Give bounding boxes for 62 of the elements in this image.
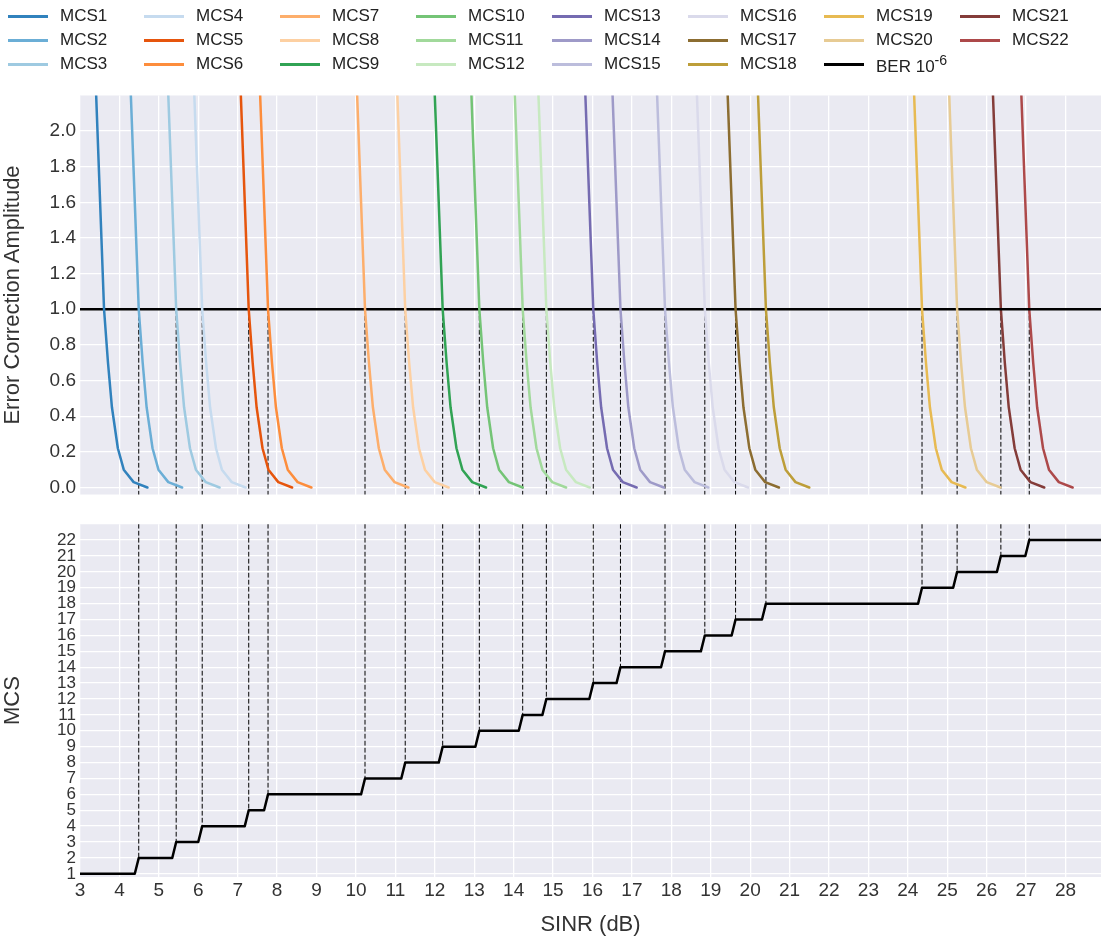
legend-label: MCS7 <box>332 6 380 26</box>
x-tick-label: 24 <box>897 878 919 900</box>
y-axis-title: MCS <box>0 676 25 726</box>
y-tick-label: 1.8 <box>49 154 76 176</box>
x-tick-label: 16 <box>581 878 604 900</box>
legend-label: MCS9 <box>332 54 380 74</box>
legend-label: MCS21 <box>1012 6 1069 26</box>
y-tick-label: 0.0 <box>49 475 76 497</box>
y-tick-label: 0.4 <box>49 404 77 426</box>
x-tick-label: 12 <box>424 878 446 900</box>
x-tick-label: 11 <box>385 878 406 900</box>
legend-label: MCS1 <box>60 6 108 26</box>
legend-label: MCS19 <box>876 6 933 26</box>
legend-label: MCS2 <box>60 30 108 50</box>
legend-label: MCS16 <box>740 6 797 26</box>
y-tick-label: 0.6 <box>49 368 76 390</box>
legend-label: MCS8 <box>332 30 380 50</box>
y-tick-label: 1.4 <box>49 226 77 248</box>
x-tick-label: 20 <box>739 878 761 900</box>
legend-label: MCS4 <box>196 6 244 26</box>
x-tick-label: 8 <box>271 878 283 900</box>
legend-label: MCS6 <box>196 54 244 74</box>
x-tick-label: 28 <box>1054 878 1077 900</box>
y-tick-label: 1.0 <box>49 297 76 319</box>
x-axis-title: SINR (dB) <box>540 910 641 936</box>
x-tick-label: 10 <box>345 878 367 900</box>
legend-label: MCS17 <box>740 30 797 50</box>
x-tick-label: 27 <box>1015 878 1037 900</box>
legend-label: MCS12 <box>468 54 525 74</box>
legend-label: MCS22 <box>1012 30 1069 50</box>
y-tick-label: 2.0 <box>49 119 76 141</box>
x-tick-label: 5 <box>153 878 165 900</box>
x-tick-label: 22 <box>818 878 840 900</box>
legend-label: MCS11 <box>468 30 524 50</box>
legend-label: MCS3 <box>60 54 108 74</box>
x-tick-label: 13 <box>463 878 485 900</box>
legend-label: MCS20 <box>876 30 933 50</box>
y-axis-title: Error Correction Amplitude <box>0 165 25 425</box>
legend-label: BER 10$^{-6}$ <box>876 51 948 77</box>
y-tick-label: 1.2 <box>49 261 76 283</box>
x-tick-label: 7 <box>232 878 243 900</box>
legend-label: MCS14 <box>604 30 661 50</box>
x-tick-label: 23 <box>857 878 879 900</box>
x-tick-label: 4 <box>114 878 126 900</box>
legend-label: MCS18 <box>740 54 797 74</box>
legend-label: MCS15 <box>604 54 661 74</box>
x-tick-label: 19 <box>700 878 722 900</box>
x-tick-label: 25 <box>936 878 958 900</box>
x-tick-label: 17 <box>621 878 643 900</box>
x-tick-label: 26 <box>976 878 998 900</box>
legend-label: MCS10 <box>468 6 525 26</box>
legend-label: MCS13 <box>604 6 661 26</box>
y-tick-label: 0.2 <box>49 440 76 462</box>
x-tick-label: 21 <box>779 878 801 900</box>
y-tick-label: 0.8 <box>49 333 76 355</box>
x-tick-label: 6 <box>192 878 204 900</box>
x-tick-label: 15 <box>542 878 564 900</box>
y-tick-label: 1.6 <box>49 190 76 212</box>
x-tick-label: 14 <box>503 878 525 900</box>
x-tick-label: 18 <box>660 878 682 900</box>
legend-label: MCS5 <box>196 30 244 50</box>
x-tick-label: 9 <box>311 878 322 900</box>
